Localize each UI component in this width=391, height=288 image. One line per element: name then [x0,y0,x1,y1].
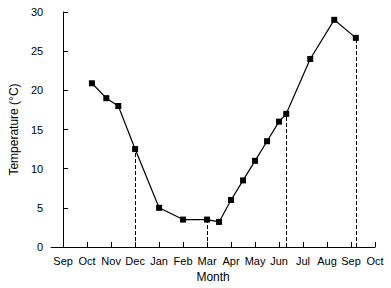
svg-text:Mar: Mar [198,255,217,267]
svg-text:Sep: Sep [53,255,73,267]
svg-text:Jun: Jun [270,255,288,267]
svg-text:15: 15 [31,124,43,136]
svg-text:Dec: Dec [125,255,145,267]
svg-text:Apr: Apr [222,255,239,267]
svg-text:Feb: Feb [174,255,193,267]
svg-text:Temperature (°C): Temperature (°C) [7,83,21,175]
svg-text:5: 5 [37,202,43,214]
svg-text:Jul: Jul [296,255,310,267]
svg-text:Oct: Oct [79,255,96,267]
svg-text:30: 30 [31,6,43,18]
svg-text:May: May [245,255,266,267]
svg-text:0: 0 [37,241,43,253]
svg-text:Oct: Oct [366,255,383,267]
svg-text:Aug: Aug [317,255,337,267]
svg-text:Jan: Jan [150,255,168,267]
svg-text:Sep: Sep [341,255,361,267]
svg-text:20: 20 [31,84,43,96]
svg-text:Month: Month [196,270,229,284]
svg-text:25: 25 [31,45,43,57]
svg-text:10: 10 [31,163,43,175]
svg-text:Nov: Nov [101,255,121,267]
